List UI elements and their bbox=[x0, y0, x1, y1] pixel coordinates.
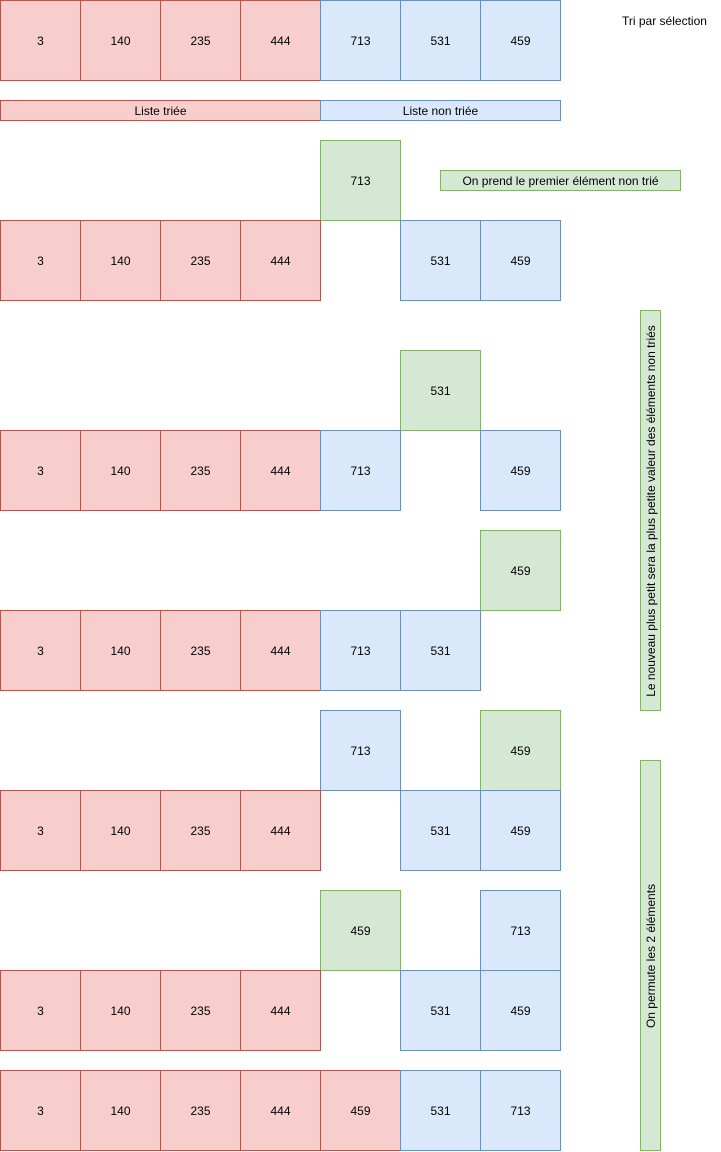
step2b-cell-5: 713 bbox=[320, 610, 401, 691]
step3a-cell-4: 444 bbox=[240, 790, 321, 871]
step3b-cell-4: 444 bbox=[240, 970, 321, 1051]
final-cell-6: 531 bbox=[400, 1070, 481, 1151]
step3-note: On permute les 2 éléments bbox=[640, 760, 661, 1151]
step2a-cell-4: 444 bbox=[240, 430, 321, 511]
initial-cell-2: 140 bbox=[80, 0, 161, 81]
step2b-cell-4: 444 bbox=[240, 610, 321, 691]
step3a-cell-2: 140 bbox=[80, 790, 161, 871]
step1-cell-7: 459 bbox=[480, 220, 561, 301]
step1-picked-cell: 713 bbox=[320, 140, 401, 221]
step1-cell-6: 531 bbox=[400, 220, 481, 301]
final-cell-2: 140 bbox=[80, 1070, 161, 1151]
initial-cell-7: 459 bbox=[480, 0, 561, 81]
step3b-cell-3: 235 bbox=[160, 970, 241, 1051]
final-cell-1: 3 bbox=[0, 1070, 81, 1151]
step2a-cell-2: 140 bbox=[80, 430, 161, 511]
step2a-picked-cell: 531 bbox=[400, 350, 481, 431]
sorted-list-label: Liste triée bbox=[0, 100, 321, 121]
step2a-cell-5: 713 bbox=[320, 430, 401, 511]
final-cell-3: 235 bbox=[160, 1070, 241, 1151]
step3a-cell-6: 531 bbox=[400, 790, 481, 871]
step2a-cell-7: 459 bbox=[480, 430, 561, 511]
final-cell-7: 713 bbox=[480, 1070, 561, 1151]
step3a-cell-1: 3 bbox=[0, 790, 81, 871]
unsorted-list-label: Liste non triée bbox=[320, 100, 561, 121]
step3b-cell-6: 531 bbox=[400, 970, 481, 1051]
step3a-top-cell-1: 713 bbox=[320, 710, 401, 791]
step2b-picked-cell: 459 bbox=[480, 530, 561, 611]
step1-cell-2: 140 bbox=[80, 220, 161, 301]
step3b-cell-1: 3 bbox=[0, 970, 81, 1051]
final-cell-4: 444 bbox=[240, 1070, 321, 1151]
step1-cell-3: 235 bbox=[160, 220, 241, 301]
step3a-top-cell-2: 459 bbox=[480, 710, 561, 791]
step2b-cell-6: 531 bbox=[400, 610, 481, 691]
step1-cell-4: 444 bbox=[240, 220, 321, 301]
step3a-cell-3: 235 bbox=[160, 790, 241, 871]
step3-note-text: On permute les 2 éléments bbox=[643, 883, 658, 1028]
step2a-cell-3: 235 bbox=[160, 430, 241, 511]
step1-note: On prend le premier élément non trié bbox=[440, 170, 681, 191]
step2b-cell-1: 3 bbox=[0, 610, 81, 691]
initial-cell-1: 3 bbox=[0, 0, 81, 81]
step2b-cell-2: 140 bbox=[80, 610, 161, 691]
initial-cell-5: 713 bbox=[320, 0, 401, 81]
final-cell-5: 459 bbox=[320, 1070, 401, 1151]
step3a-cell-7: 459 bbox=[480, 790, 561, 871]
step3b-top-cell-1: 459 bbox=[320, 890, 401, 971]
step3b-top-cell-2: 713 bbox=[480, 890, 561, 971]
step3b-cell-7: 459 bbox=[480, 970, 561, 1051]
initial-cell-4: 444 bbox=[240, 0, 321, 81]
step1-cell-1: 3 bbox=[0, 220, 81, 301]
step2-note-text: Le nouveau plus petit sera la plus petit… bbox=[643, 324, 658, 697]
step2b-cell-3: 235 bbox=[160, 610, 241, 691]
initial-cell-3: 235 bbox=[160, 0, 241, 81]
initial-cell-6: 531 bbox=[400, 0, 481, 81]
step3b-cell-2: 140 bbox=[80, 970, 161, 1051]
step2a-cell-1: 3 bbox=[0, 430, 81, 511]
step2-note: Le nouveau plus petit sera la plus petit… bbox=[640, 310, 661, 711]
diagram-title: Tri par sélection bbox=[622, 14, 707, 28]
